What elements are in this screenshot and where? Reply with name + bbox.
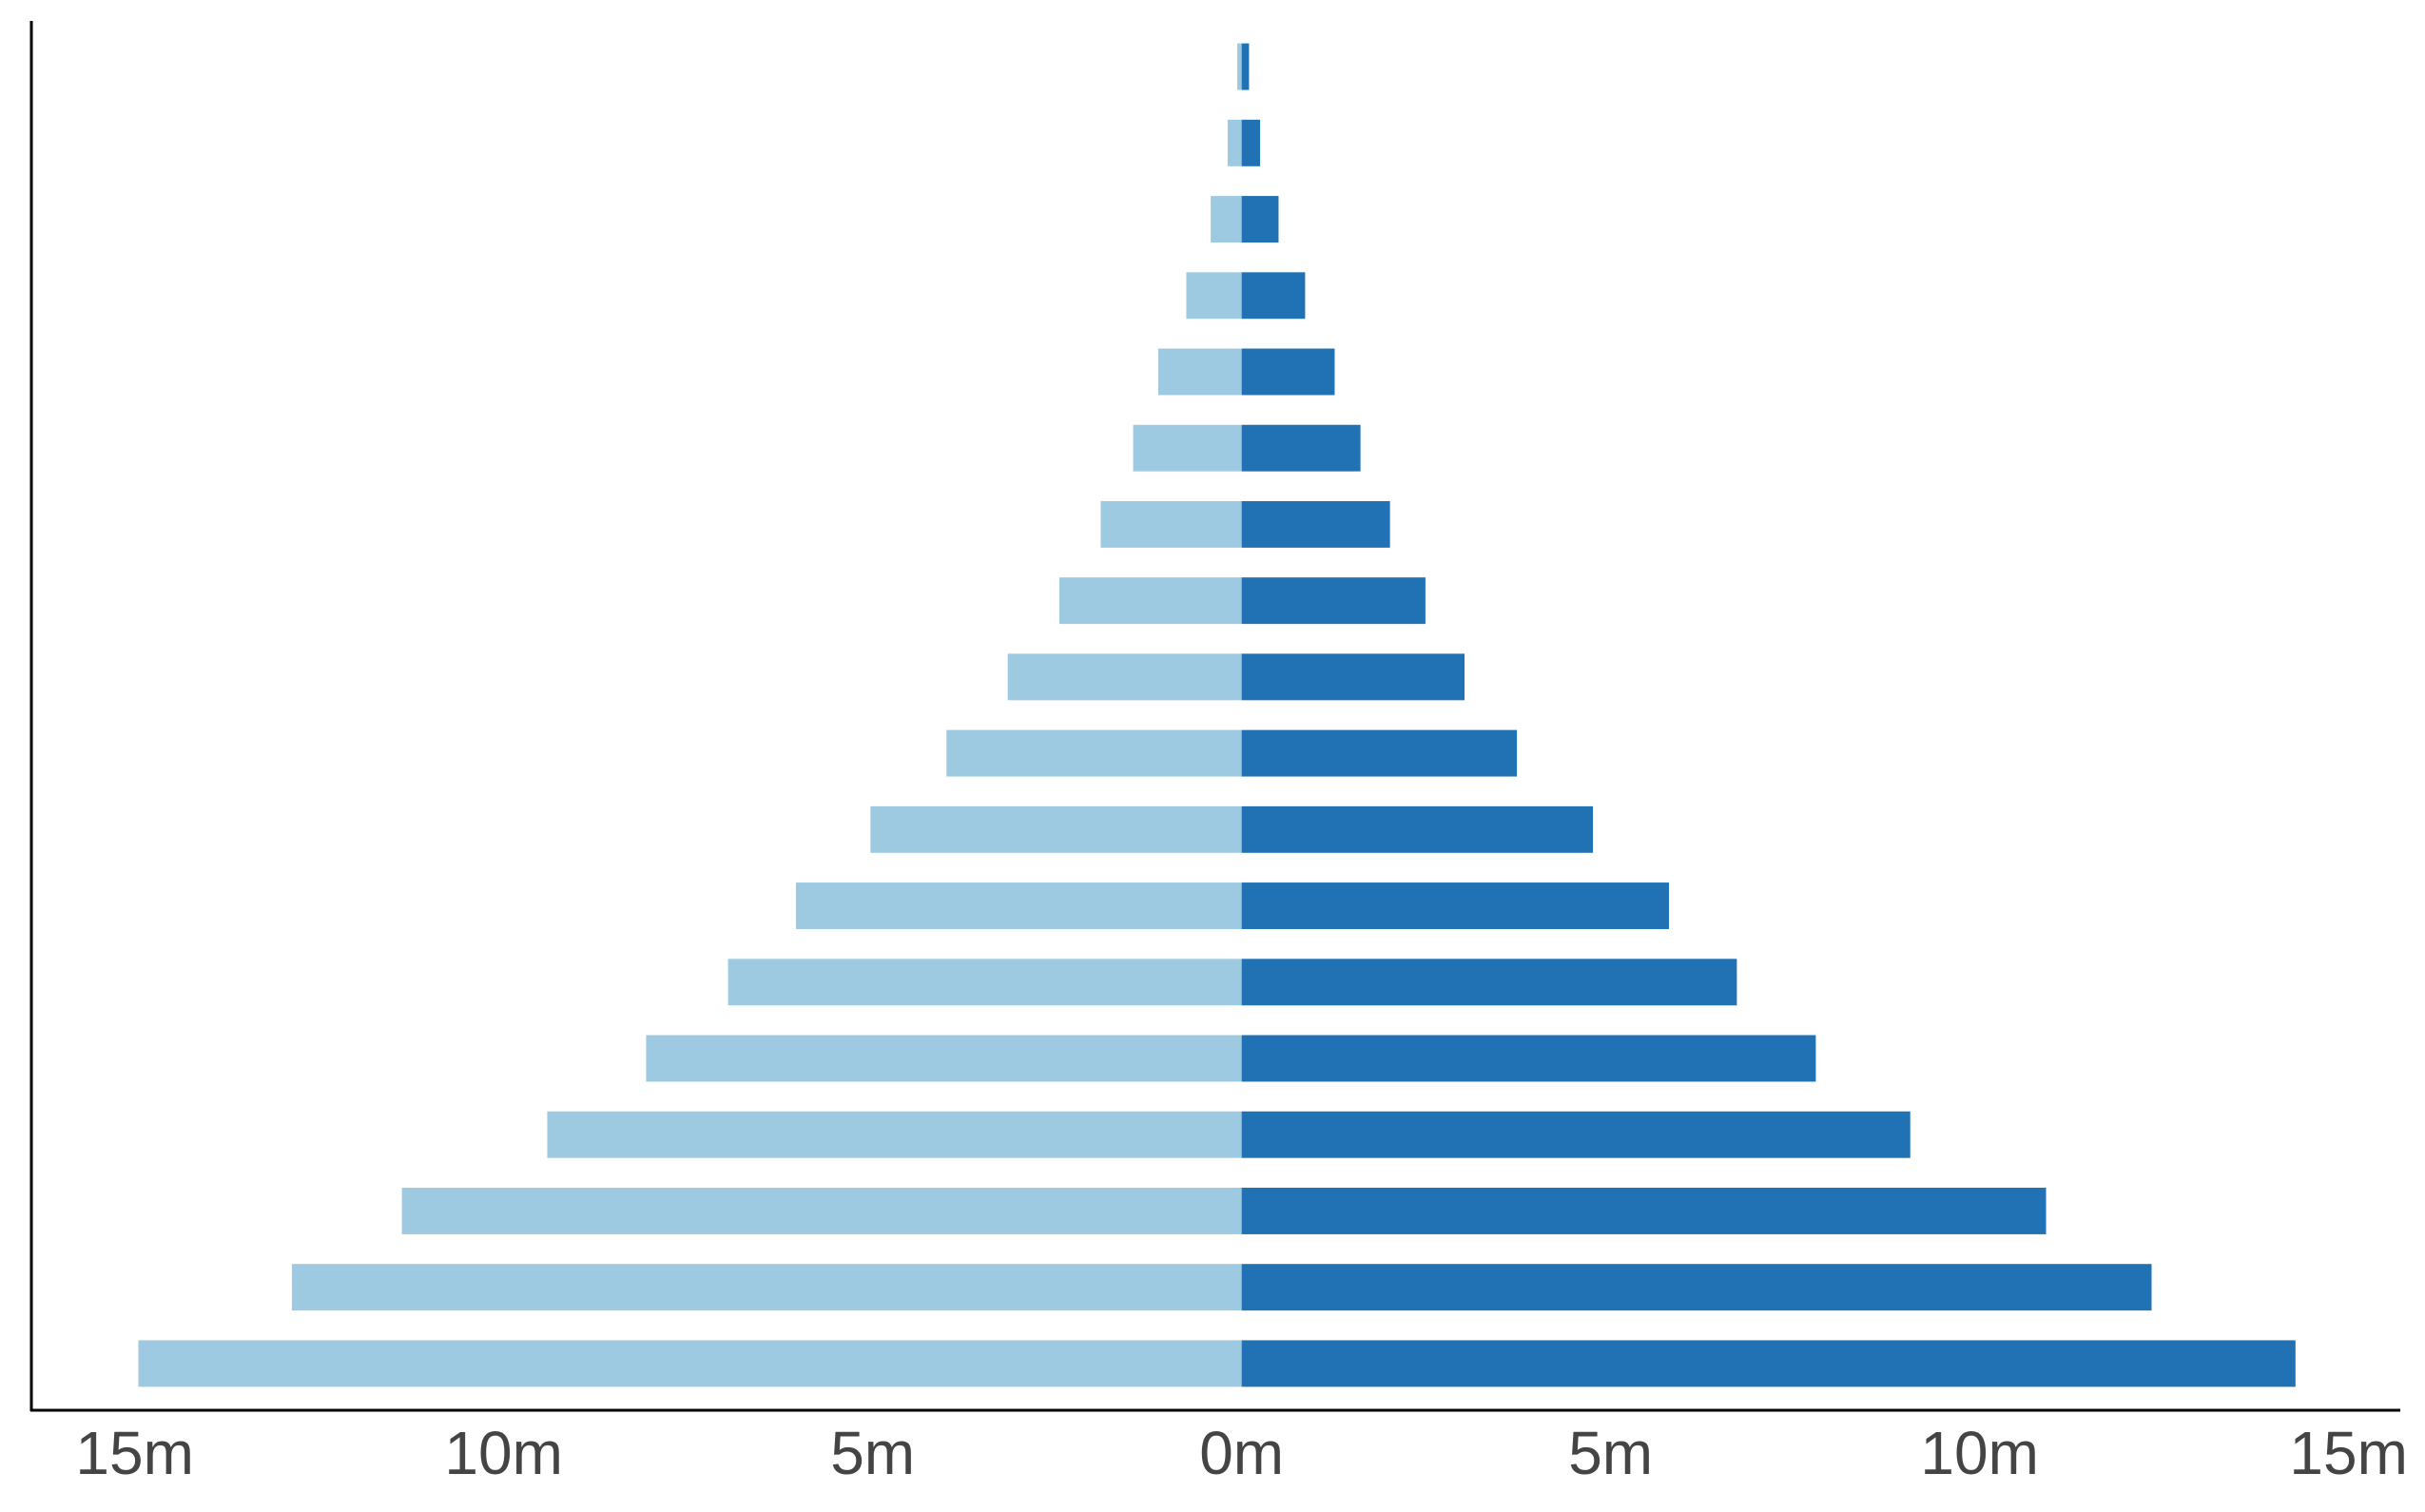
bar <box>547 1111 1242 1158</box>
bar <box>1241 196 1279 243</box>
bar <box>1241 43 1250 90</box>
bar <box>1241 577 1426 625</box>
bar <box>1241 1111 1911 1158</box>
bar <box>291 1264 1242 1311</box>
bar <box>1241 729 1518 777</box>
bar <box>1241 653 1465 701</box>
x-tick-label: 15m <box>2289 1419 2408 1487</box>
bar <box>1241 1340 2296 1387</box>
bar <box>1100 500 1242 548</box>
bar <box>1241 1264 2152 1311</box>
bar <box>646 1035 1242 1082</box>
x-tick-label: 10m <box>444 1419 563 1487</box>
x-tick-label: 5m <box>830 1419 915 1487</box>
bar <box>1227 119 1242 166</box>
bar <box>1241 272 1306 320</box>
bar <box>1007 653 1242 701</box>
bar <box>1241 882 1669 930</box>
bar <box>1241 1187 2047 1234</box>
bar <box>946 729 1242 777</box>
x-tick-label: 5m <box>1568 1419 1653 1487</box>
bar <box>1241 500 1390 548</box>
bar <box>138 1340 1242 1387</box>
x-tick-label: 10m <box>1920 1419 2039 1487</box>
bar <box>1241 348 1335 396</box>
bar <box>1241 959 1737 1006</box>
bar <box>401 1187 1242 1234</box>
bar <box>1237 43 1242 90</box>
bar <box>1058 577 1242 625</box>
x-tick-label: 0m <box>1199 1419 1284 1487</box>
bar <box>795 882 1242 930</box>
bar <box>1133 424 1242 472</box>
bar <box>728 959 1242 1006</box>
bar <box>870 805 1242 853</box>
bar <box>1241 424 1361 472</box>
bar <box>1186 272 1242 320</box>
x-tick-label: 15m <box>75 1419 194 1487</box>
bar <box>1241 119 1261 166</box>
bar <box>1157 348 1242 396</box>
bar <box>1241 805 1594 853</box>
bar <box>1211 196 1242 243</box>
bar <box>1241 1035 1816 1082</box>
